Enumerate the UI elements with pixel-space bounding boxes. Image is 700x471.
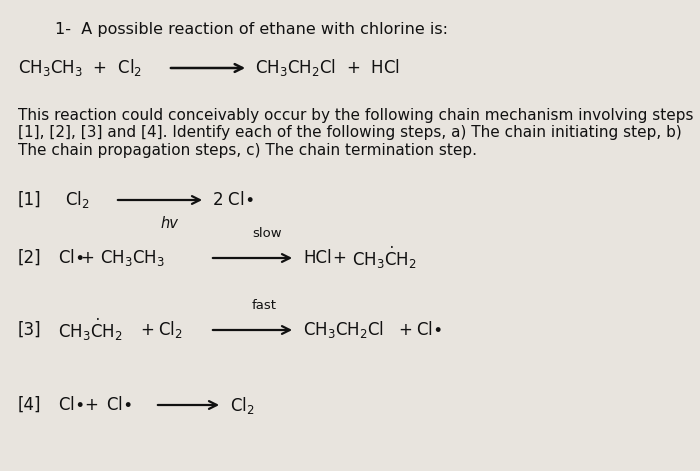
Text: +: +: [80, 249, 94, 267]
Text: $\mathsf{Cl_2}$: $\mathsf{Cl_2}$: [65, 189, 90, 211]
Text: 2 Cl$\mathsf{\bullet}$: 2 Cl$\mathsf{\bullet}$: [212, 191, 253, 209]
Text: hv: hv: [160, 216, 178, 231]
Text: +: +: [398, 321, 412, 339]
Text: Cl$\mathsf{\bullet}$: Cl$\mathsf{\bullet}$: [106, 396, 132, 414]
Text: fast: fast: [252, 299, 277, 312]
Text: $\mathsf{Cl_2}$: $\mathsf{Cl_2}$: [158, 319, 183, 341]
Text: $\mathsf{CH_3CH_2Cl}$  +  HCl: $\mathsf{CH_3CH_2Cl}$ + HCl: [255, 57, 400, 79]
Text: Cl$\mathsf{\bullet}$: Cl$\mathsf{\bullet}$: [58, 249, 84, 267]
Text: $\mathsf{CH_3CH_2Cl}$: $\mathsf{CH_3CH_2Cl}$: [303, 319, 384, 341]
Text: +: +: [332, 249, 346, 267]
Text: $\mathsf{CH_3\dot{C}H_2}$: $\mathsf{CH_3\dot{C}H_2}$: [352, 245, 416, 271]
Text: $\mathsf{CH_3CH_3}$  +  $\mathsf{Cl_2}$: $\mathsf{CH_3CH_3}$ + $\mathsf{Cl_2}$: [18, 57, 142, 79]
Text: $\mathsf{CH_3CH_3}$: $\mathsf{CH_3CH_3}$: [100, 248, 165, 268]
Text: [1]: [1]: [18, 191, 41, 209]
Text: This reaction could conceivably occur by the following chain mechanism involving: This reaction could conceivably occur by…: [18, 108, 694, 158]
Text: $\mathsf{CH_3\dot{C}H_2}$: $\mathsf{CH_3\dot{C}H_2}$: [58, 317, 122, 343]
Text: Cl$\mathsf{\bullet}$: Cl$\mathsf{\bullet}$: [416, 321, 442, 339]
Text: Cl$\mathsf{\bullet}$: Cl$\mathsf{\bullet}$: [58, 396, 84, 414]
Text: [4]: [4]: [18, 396, 41, 414]
Text: slow: slow: [252, 227, 281, 240]
Text: [3]: [3]: [18, 321, 41, 339]
Text: $\mathsf{Cl_2}$: $\mathsf{Cl_2}$: [230, 395, 255, 415]
Text: +: +: [140, 321, 154, 339]
Text: [2]: [2]: [18, 249, 41, 267]
Text: HCl: HCl: [303, 249, 332, 267]
Text: +: +: [84, 396, 98, 414]
Text: 1-  A possible reaction of ethane with chlorine is:: 1- A possible reaction of ethane with ch…: [55, 22, 448, 37]
